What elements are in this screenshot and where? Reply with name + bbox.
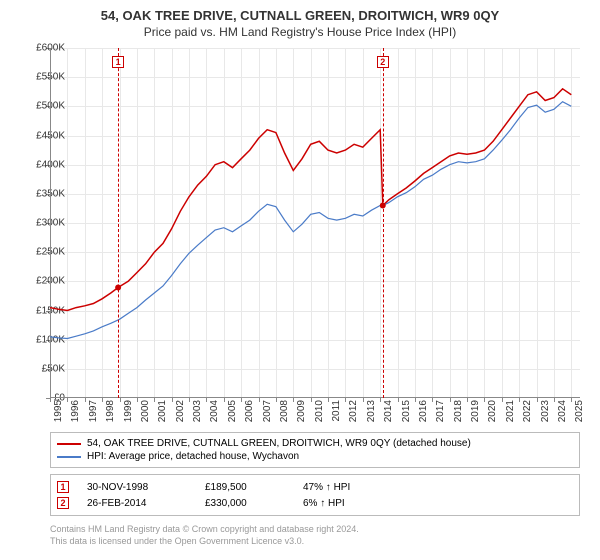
sales-table: 1 30-NOV-1998 £189,500 47% ↑ HPI 2 26-FEB-201… (50, 474, 580, 516)
chart-title: 54, OAK TREE DRIVE, CUTNALL GREEN, DROIT… (0, 0, 600, 23)
chart-container: 54, OAK TREE DRIVE, CUTNALL GREEN, DROIT… (0, 0, 600, 560)
xtick-label: 1997 (88, 400, 99, 430)
footer-line1: Contains HM Land Registry data © Crown c… (50, 524, 580, 536)
xtick-label: 2012 (348, 400, 359, 430)
xtick-label: 2008 (279, 400, 290, 430)
footer: Contains HM Land Registry data © Crown c… (50, 524, 580, 547)
xtick-label: 2002 (175, 400, 186, 430)
plot-svg (50, 48, 580, 398)
xtick-label: 2003 (192, 400, 203, 430)
sale-row: 2 26-FEB-2014 £330,000 6% ↑ HPI (57, 495, 573, 511)
xtick-label: 2015 (401, 400, 412, 430)
sale-diff: 47% ↑ HPI (303, 482, 383, 493)
xtick-label: 2007 (262, 400, 273, 430)
xtick-label: 2000 (140, 400, 151, 430)
xtick-label: 2005 (227, 400, 238, 430)
legend: 54, OAK TREE DRIVE, CUTNALL GREEN, DROIT… (50, 432, 580, 468)
xtick-label: 2021 (505, 400, 516, 430)
xtick-label: 2023 (540, 400, 551, 430)
legend-row: 54, OAK TREE DRIVE, CUTNALL GREEN, DROIT… (57, 437, 573, 450)
sale-date: 30-NOV-1998 (87, 482, 187, 493)
sale-row-marker: 1 (57, 481, 69, 493)
xtick-label: 1999 (123, 400, 134, 430)
sale-marker-1: 1 (112, 56, 124, 68)
xtick-label: 2009 (296, 400, 307, 430)
xtick-label: 2014 (383, 400, 394, 430)
xtick-label: 2011 (331, 400, 342, 430)
xtick-label: 2013 (366, 400, 377, 430)
xtick-label: 2016 (418, 400, 429, 430)
xtick-label: 2004 (209, 400, 220, 430)
xtick-label: 2024 (557, 400, 568, 430)
legend-swatch (57, 456, 81, 458)
xtick-label: 2006 (244, 400, 255, 430)
legend-row: HPI: Average price, detached house, Wych… (57, 450, 573, 463)
sale-row-marker: 2 (57, 497, 69, 509)
xtick-label: 1998 (105, 400, 116, 430)
xtick-label: 1995 (53, 400, 64, 430)
footer-line2: This data is licensed under the Open Gov… (50, 536, 580, 548)
series-hpi (50, 102, 571, 339)
xtick-label: 2019 (470, 400, 481, 430)
xtick-label: 2001 (157, 400, 168, 430)
xtick-label: 2025 (574, 400, 585, 430)
series-property (50, 89, 571, 311)
xtick-label: 2020 (487, 400, 498, 430)
sale-marker-2: 2 (377, 56, 389, 68)
sale-price: £330,000 (205, 498, 285, 509)
legend-label: HPI: Average price, detached house, Wych… (87, 451, 299, 462)
sale-price: £189,500 (205, 482, 285, 493)
chart-subtitle: Price paid vs. HM Land Registry's House … (0, 23, 600, 39)
sale-row: 1 30-NOV-1998 £189,500 47% ↑ HPI (57, 479, 573, 495)
xtick-label: 2022 (522, 400, 533, 430)
xtick-label: 2018 (453, 400, 464, 430)
xtick-label: 1996 (70, 400, 81, 430)
xtick-label: 2017 (435, 400, 446, 430)
legend-swatch (57, 443, 81, 445)
legend-label: 54, OAK TREE DRIVE, CUTNALL GREEN, DROIT… (87, 438, 471, 449)
sale-diff: 6% ↑ HPI (303, 498, 383, 509)
xtick-label: 2010 (314, 400, 325, 430)
sale-date: 26-FEB-2014 (87, 498, 187, 509)
